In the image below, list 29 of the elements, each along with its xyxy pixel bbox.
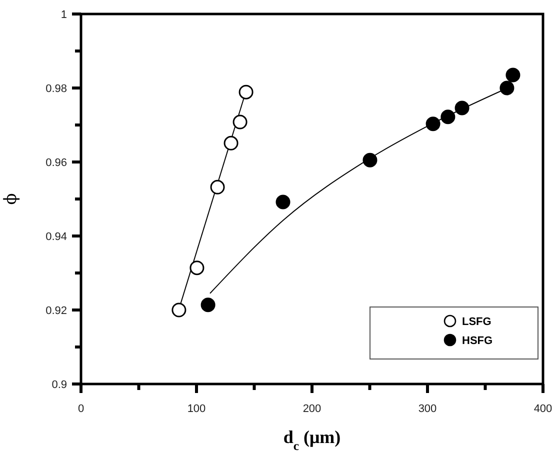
point xyxy=(276,194,290,210)
point xyxy=(232,114,248,130)
x-axis-title: d$_{c}$ (μm) xyxy=(283,427,341,453)
point xyxy=(238,84,254,100)
point xyxy=(200,298,216,312)
point xyxy=(454,100,470,116)
y-tick-label: 0.92 xyxy=(46,305,67,317)
x-tick-label: 400 xyxy=(534,403,552,415)
x-tick-label: 0 xyxy=(78,403,84,415)
point xyxy=(500,80,514,96)
y-tick-label: 0.94 xyxy=(46,231,67,243)
x-tick-label: 300 xyxy=(418,403,437,415)
y-tick-label: 0.9 xyxy=(52,379,67,391)
point xyxy=(440,110,456,124)
x-tick-label: 100 xyxy=(187,403,206,415)
legend-label: HSFG xyxy=(462,335,493,347)
y-tick-label: 0.98 xyxy=(46,83,67,95)
point xyxy=(224,136,238,150)
y-tick-label: 0.96 xyxy=(46,157,67,169)
point xyxy=(210,180,225,194)
y-axis-title: ϕ xyxy=(1,193,21,205)
point xyxy=(506,68,520,82)
point xyxy=(190,260,204,276)
point xyxy=(426,116,440,132)
point xyxy=(172,302,186,318)
point xyxy=(362,152,378,168)
legend-label: LSFG xyxy=(462,316,492,328)
y-tick-label: 1 xyxy=(60,9,67,21)
x-tick-label: 200 xyxy=(302,403,322,415)
